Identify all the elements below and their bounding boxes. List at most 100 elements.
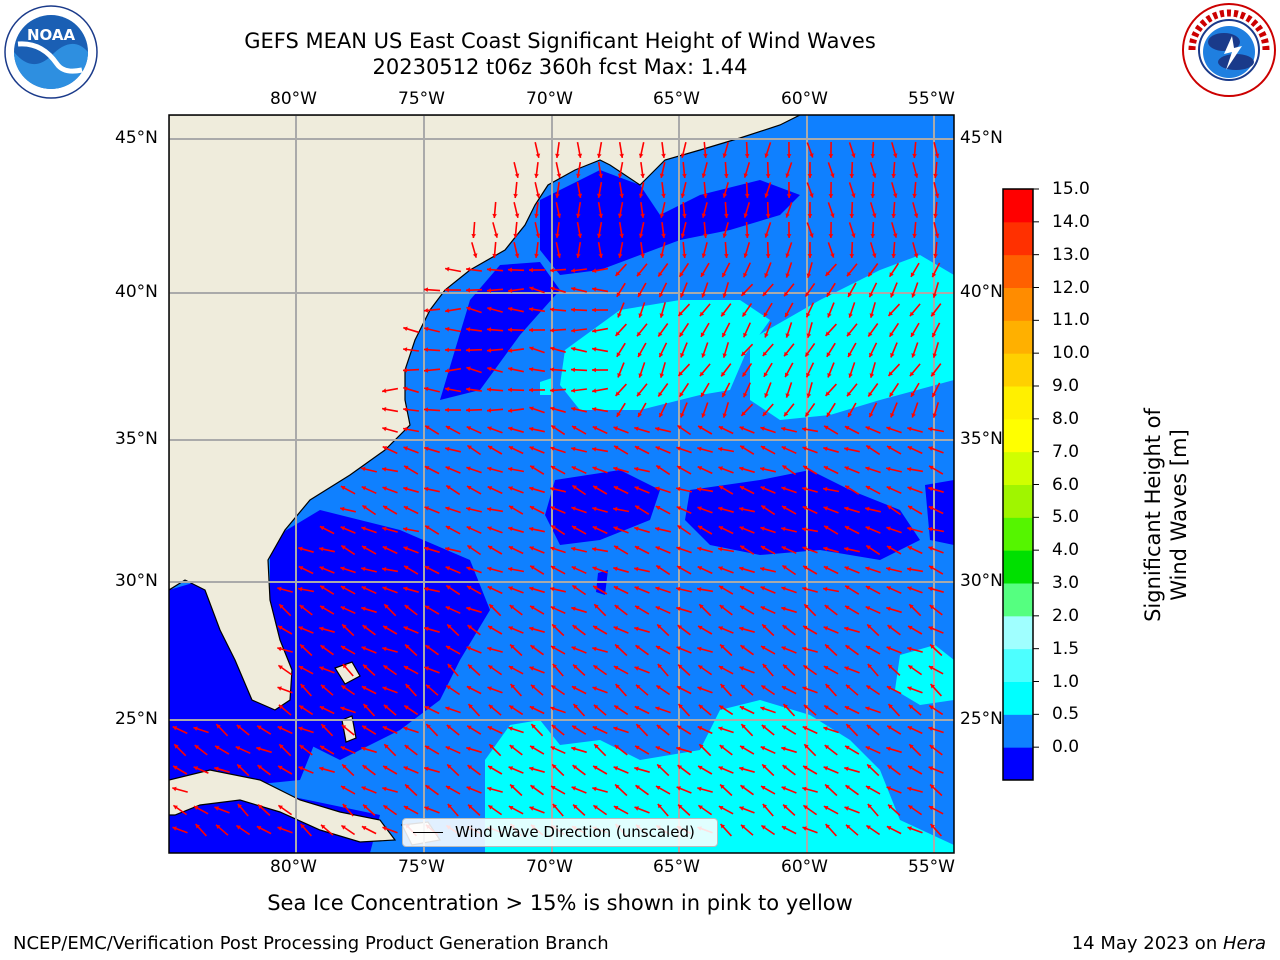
wind-arrow-head (741, 684, 746, 689)
wind-arrow-head (760, 566, 765, 572)
wind-arrow-head (634, 586, 639, 591)
wind-arrow-head (786, 234, 792, 238)
wind-arrow-head (658, 392, 663, 397)
wind-arrow-head (933, 173, 938, 178)
wind-arrow-head (550, 486, 555, 492)
wind-arrow-head (872, 173, 877, 178)
wind-arrow-head (445, 287, 449, 293)
colorbar-tick-label: 10.0 (1052, 343, 1090, 364)
lat-label-right-25n: 25°N (960, 709, 1003, 729)
wind-arrow-head (783, 704, 788, 709)
wind-arrow-head (617, 373, 622, 378)
lon-label-bottom-80w: 80°W (270, 857, 317, 877)
wind-arrow-head (886, 646, 891, 651)
sea-ice-note: Sea Ice Concentration > 15% is shown in … (267, 891, 853, 915)
wind-arrow-head (908, 765, 913, 770)
wind-arrow-head (321, 724, 326, 729)
wind-arrow-head (762, 624, 767, 629)
wind-arrow-head (571, 646, 576, 651)
wind-arrow-head (403, 806, 409, 811)
wind-arrow-head (613, 726, 618, 731)
wind-arrow-head (655, 426, 660, 432)
wind-arrow-head (910, 332, 915, 337)
wind-arrow-head (844, 506, 849, 511)
wind-arrow-head (656, 646, 661, 650)
wind-arrow-head (468, 704, 473, 709)
wind-arrow-head (676, 646, 681, 651)
wind-arrow-head (802, 546, 807, 551)
wind-arrow-head (382, 486, 387, 491)
wind-arrow-head (703, 193, 708, 198)
wind-arrow-head (718, 546, 723, 552)
wind-arrow-head (765, 174, 771, 178)
wind-arrow-head (802, 726, 808, 731)
wind-arrow-head (910, 272, 915, 277)
wind-arrow-head (784, 351, 789, 357)
colorbar-title: Significant Height of Wind Waves [m] (1141, 408, 1191, 622)
wind-arrow-head (572, 485, 577, 490)
wind-arrow-head (656, 786, 661, 790)
wind-arrow-head (614, 545, 619, 550)
wind-arrow-head (845, 485, 850, 490)
wind-arrow-head (298, 726, 303, 731)
wind-arrow-head (552, 664, 557, 669)
wind-arrow-head (298, 766, 304, 771)
wind-arrow-head (848, 313, 853, 318)
wind-arrow-head (866, 545, 871, 550)
colorbar-segment (1003, 517, 1033, 551)
wind-arrow-head (571, 286, 576, 292)
colorbar-frame (1002, 188, 1034, 781)
wind-arrow-head (424, 766, 429, 772)
wind-arrow-head (614, 445, 619, 450)
wind-arrow-head (382, 786, 387, 792)
wind-arrow-head (550, 506, 556, 511)
wind-arrow-head (466, 506, 471, 512)
wind-arrow-head (235, 746, 241, 751)
wind-arrow-head (655, 746, 661, 751)
wind-arrow-head (363, 664, 368, 669)
wind-arrow-head (742, 312, 747, 317)
wind-arrow-head (403, 386, 408, 391)
wind-arrow-head (845, 585, 850, 590)
wind-arrow-head (928, 726, 933, 731)
wind-arrow-head (508, 486, 513, 491)
wind-arrow-head (891, 214, 896, 218)
wind-arrow-head (613, 466, 618, 472)
wind-arrow-head (682, 253, 687, 258)
wind-arrow-head (724, 214, 729, 218)
footer-date-text: 14 May 2023 on (1071, 933, 1223, 954)
wind-arrow-head (340, 606, 346, 611)
wind-arrow-head (785, 213, 790, 218)
wind-arrow-head (592, 686, 597, 691)
wind-arrow-head (361, 646, 366, 651)
wind-arrow-head (845, 605, 850, 610)
wind-arrow-head (742, 372, 747, 377)
wind-arrow-head (658, 332, 663, 337)
wind-arrow-head (913, 173, 919, 178)
wind-arrow-head (809, 233, 814, 238)
wind-arrow-head (555, 193, 560, 198)
wind-arrow-head (514, 173, 520, 178)
wind-arrow-head (932, 392, 937, 398)
wind-arrow-head (571, 446, 576, 452)
wind-arrow-head (577, 153, 583, 158)
wind-arrow-head (613, 586, 619, 591)
wind-arrow-head (661, 153, 666, 158)
colorbar-segment (1003, 484, 1033, 518)
wind-arrow-head (514, 253, 520, 258)
wind-arrow-head (657, 624, 662, 629)
wind-arrow-head (488, 765, 493, 770)
wind-arrow-head (655, 526, 660, 532)
wind-arrow-head (909, 744, 914, 749)
wind-arrow-head (425, 525, 430, 530)
wind-arrow-head (782, 565, 787, 570)
wind-arrow-head (908, 805, 913, 810)
wind-arrow-head (781, 606, 786, 611)
wind-arrow-head (697, 487, 702, 492)
wind-arrow-head (446, 485, 451, 490)
wind-arrow-head (342, 804, 347, 809)
wind-arrow-head (277, 686, 282, 691)
wind-arrow-head (363, 804, 368, 809)
wind-arrow-head (739, 526, 744, 531)
wind-arrow-head (592, 786, 597, 792)
